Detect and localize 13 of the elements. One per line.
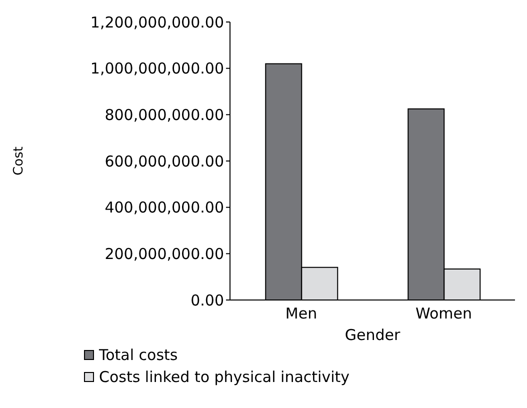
legend-label: Total costs (99, 345, 178, 366)
y-tick-label: 200,000,000.00 (104, 244, 224, 263)
y-tick-label: 400,000,000.00 (104, 198, 224, 217)
y-tick-label: 0.00 (190, 291, 224, 310)
y-tick-label: 800,000,000.00 (104, 106, 224, 124)
x-tick-label: Women (416, 304, 472, 323)
y-axis-title: Cost (12, 146, 27, 176)
y-tick-label: 1,200,000,000.00 (90, 13, 224, 32)
y-tick-label: 600,000,000.00 (104, 152, 224, 170)
y-tick-label: 1,000,000,000.00 (90, 60, 224, 78)
x-axis-title: Gender (344, 326, 401, 344)
x-tick-label: Men (285, 304, 318, 323)
legend-label: Costs linked to physical inactivity (99, 367, 350, 388)
